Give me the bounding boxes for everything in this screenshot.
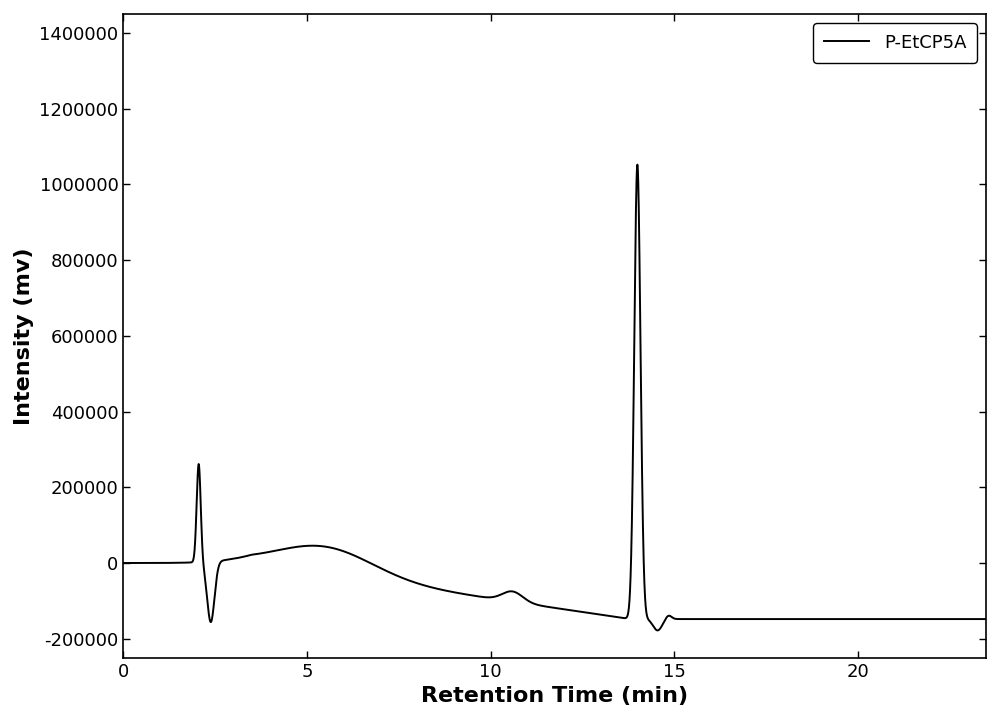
P-EtCP5A <box>652 626 664 635</box>
P-EtCP5A <box>631 161 643 169</box>
P-EtCP5A <box>153 559 165 567</box>
Y-axis label: Intensity (mv): Intensity (mv) <box>14 247 34 425</box>
P-EtCP5A <box>539 602 551 611</box>
P-EtCP5A <box>121 559 133 567</box>
X-axis label: Retention Time (min): Retention Time (min) <box>421 686 688 706</box>
P-EtCP5A <box>935 615 947 624</box>
Line: P-EtCP5A: P-EtCP5A <box>123 165 986 631</box>
P-EtCP5A <box>287 543 299 552</box>
P-EtCP5A <box>169 559 181 567</box>
Legend: P-EtCP5A: P-EtCP5A <box>813 23 977 63</box>
P-EtCP5A <box>980 615 992 624</box>
P-EtCP5A <box>117 559 129 567</box>
